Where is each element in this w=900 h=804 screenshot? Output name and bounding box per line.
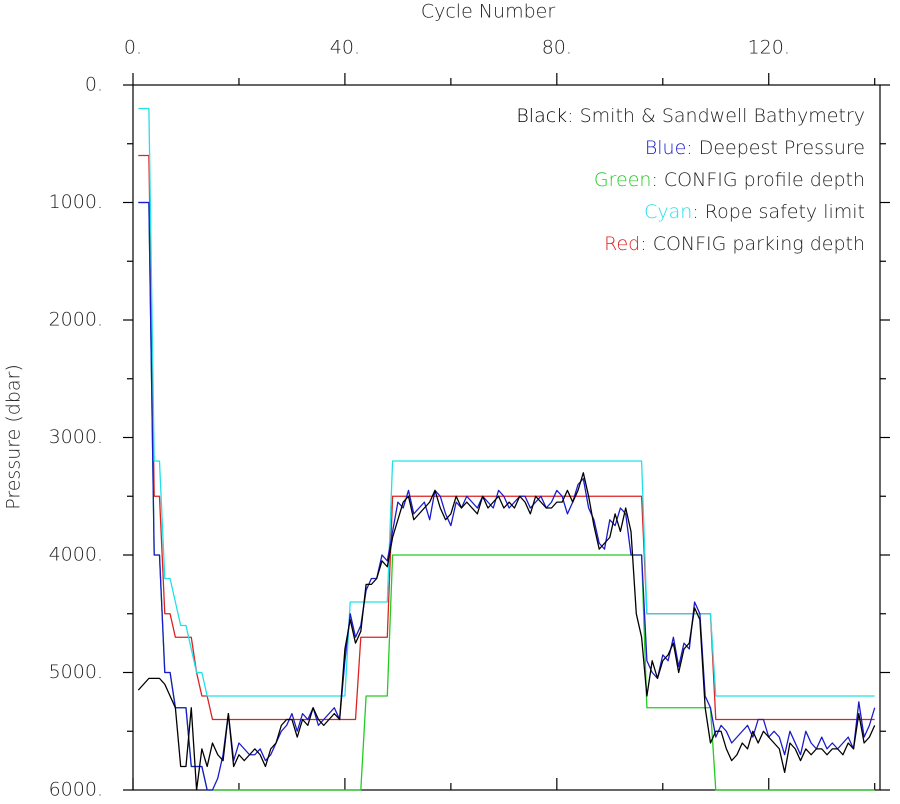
legend-key: Green: [594, 169, 652, 191]
x-tick-label: 80.: [542, 37, 572, 59]
legend-name: CONFIG parking depth: [653, 233, 865, 255]
x-tick-label: 0.: [124, 37, 142, 59]
y-axis-title: Pressure (dbar): [3, 364, 25, 510]
legend-entry: Red: CONFIG parking depth: [604, 233, 865, 255]
legend-separator: :: [651, 169, 663, 191]
y-tick-label: 3000.: [49, 426, 103, 448]
y-tick-label: 1000.: [49, 191, 103, 213]
legend-separator: :: [640, 233, 652, 255]
legend-entry: Cyan: Rope safety limit: [644, 201, 865, 223]
y-tick-label: 6000.: [49, 779, 103, 801]
legend-key: Blue: [645, 137, 686, 159]
legend-key: Red: [604, 233, 640, 255]
legend-separator: :: [686, 137, 698, 159]
legend-separator: :: [567, 105, 579, 127]
series-line: [138, 107, 875, 697]
series-line: [138, 201, 875, 791]
series-line: [138, 154, 875, 721]
legend-entry: Black: Smith & Sandwell Bathymetry: [516, 105, 865, 127]
y-tick-label: 2000.: [49, 309, 103, 331]
legend-entry: Blue: Deepest Pressure: [645, 137, 865, 159]
legend-separator: :: [692, 201, 704, 223]
legend-key: Black: [516, 105, 567, 127]
legend-name: Rope safety limit: [705, 201, 865, 223]
legend-name: CONFIG profile depth: [664, 169, 865, 191]
legend-key: Cyan: [644, 201, 692, 223]
legend-entry: Green: CONFIG profile depth: [594, 169, 865, 191]
y-tick-label: 0.: [85, 74, 103, 96]
legend-name: Deepest Pressure: [699, 137, 865, 159]
series-line: [137, 472, 876, 791]
legend-name: Smith & Sandwell Bathymetry: [580, 105, 865, 127]
y-tick-label: 4000.: [49, 544, 103, 566]
plot-frame: [132, 84, 881, 791]
x-tick-label: 40.: [330, 37, 360, 59]
x-axis-title: Cycle Number: [421, 1, 555, 23]
y-tick-label: 5000.: [49, 661, 103, 683]
x-tick-label: 120.: [748, 37, 790, 59]
